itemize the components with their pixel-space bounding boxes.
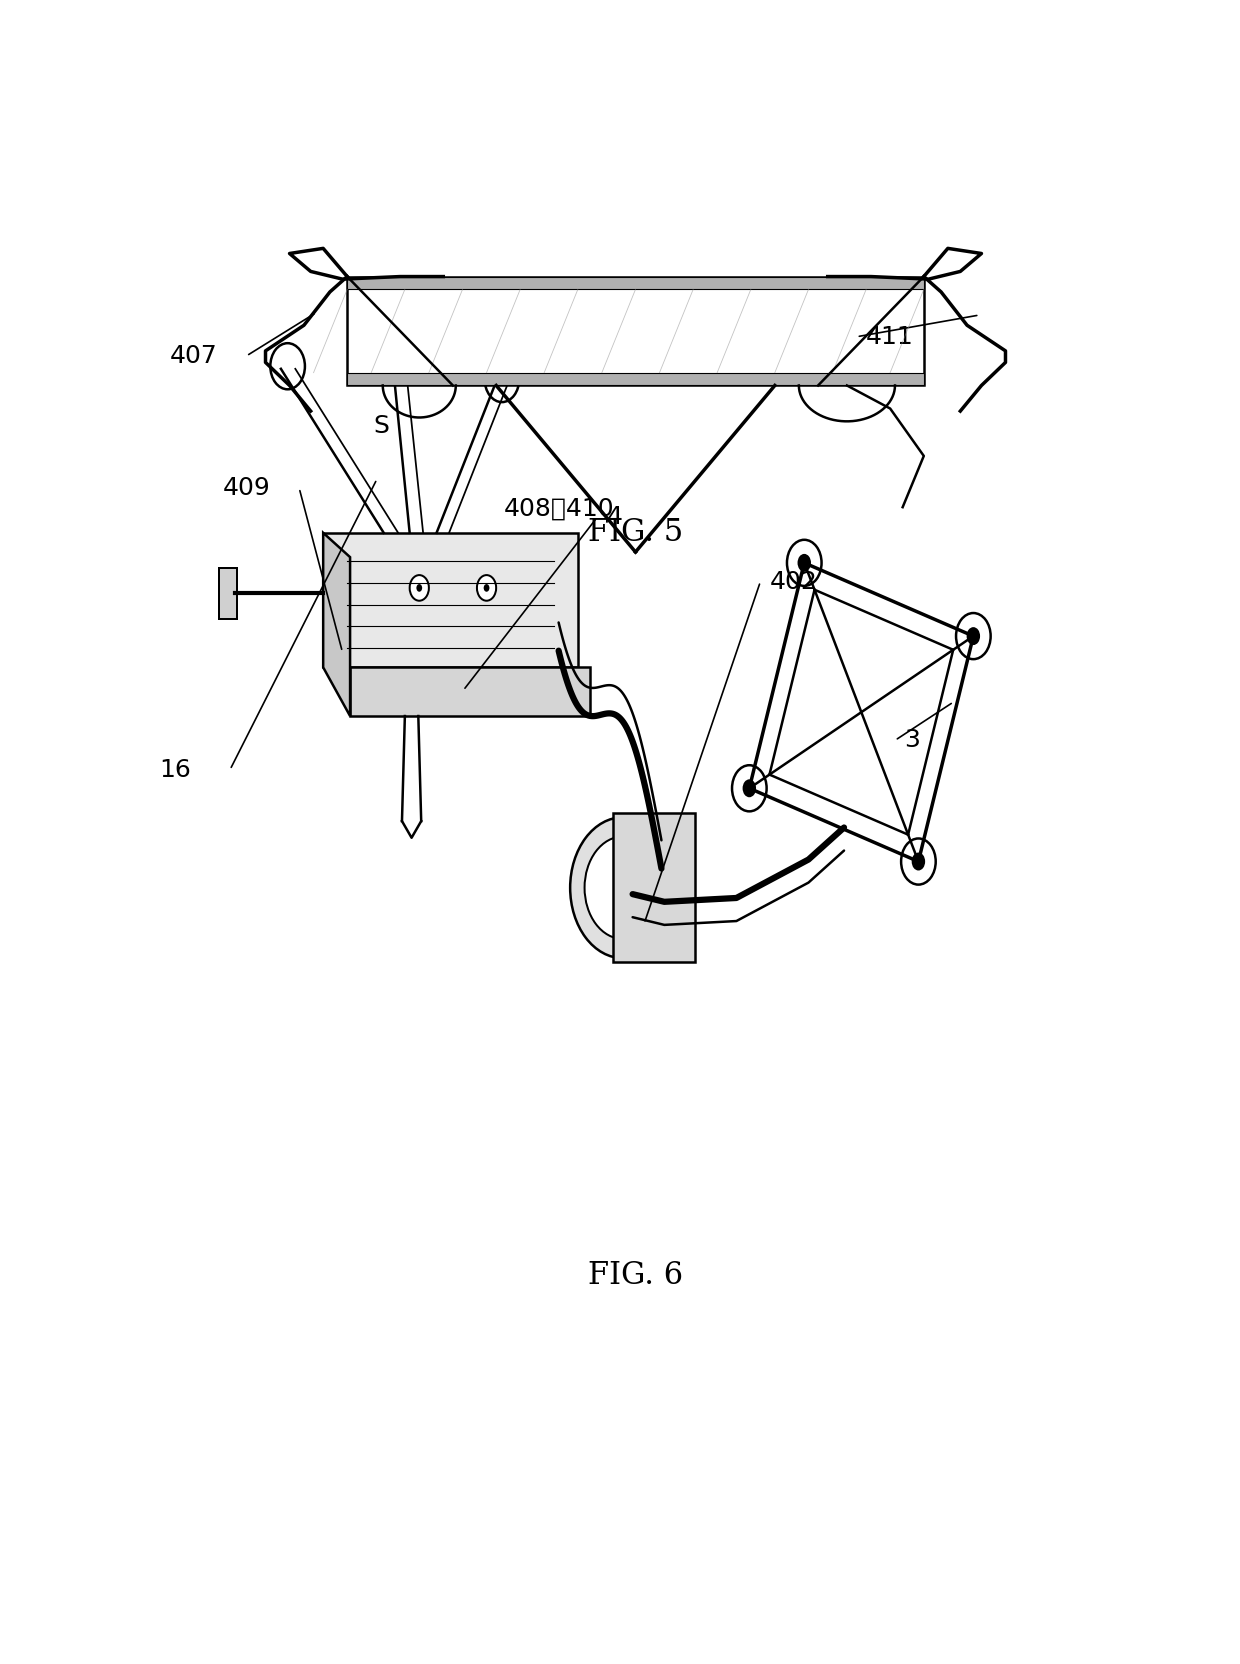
Circle shape	[967, 627, 980, 646]
Text: FIG. 6: FIG. 6	[588, 1260, 683, 1291]
Text: 402: 402	[770, 569, 818, 594]
Circle shape	[485, 356, 520, 403]
Circle shape	[484, 584, 490, 592]
Circle shape	[270, 343, 305, 389]
Bar	[219, 567, 237, 619]
Circle shape	[743, 779, 756, 797]
Bar	[347, 373, 924, 386]
Circle shape	[584, 837, 661, 938]
Bar	[347, 276, 924, 386]
Circle shape	[379, 314, 413, 361]
Text: 411: 411	[866, 324, 914, 349]
Bar	[350, 667, 590, 716]
Bar	[347, 276, 924, 290]
Circle shape	[911, 852, 925, 870]
Text: FIG. 5: FIG. 5	[588, 518, 683, 549]
Text: 3: 3	[905, 729, 920, 752]
Text: 4: 4	[606, 506, 622, 529]
Circle shape	[797, 554, 811, 572]
Bar	[614, 814, 696, 962]
Text: 407: 407	[170, 344, 217, 368]
Text: S: S	[373, 414, 389, 438]
Circle shape	[901, 839, 936, 885]
Text: 409: 409	[222, 476, 270, 499]
Circle shape	[732, 765, 766, 812]
Text: 408，410: 408，410	[503, 498, 614, 521]
Bar	[324, 532, 578, 667]
Circle shape	[570, 817, 676, 958]
Circle shape	[787, 539, 822, 586]
Circle shape	[956, 612, 991, 659]
Polygon shape	[324, 532, 350, 716]
Circle shape	[409, 576, 429, 601]
Circle shape	[417, 584, 422, 592]
Circle shape	[477, 576, 496, 601]
Text: 16: 16	[160, 757, 191, 782]
